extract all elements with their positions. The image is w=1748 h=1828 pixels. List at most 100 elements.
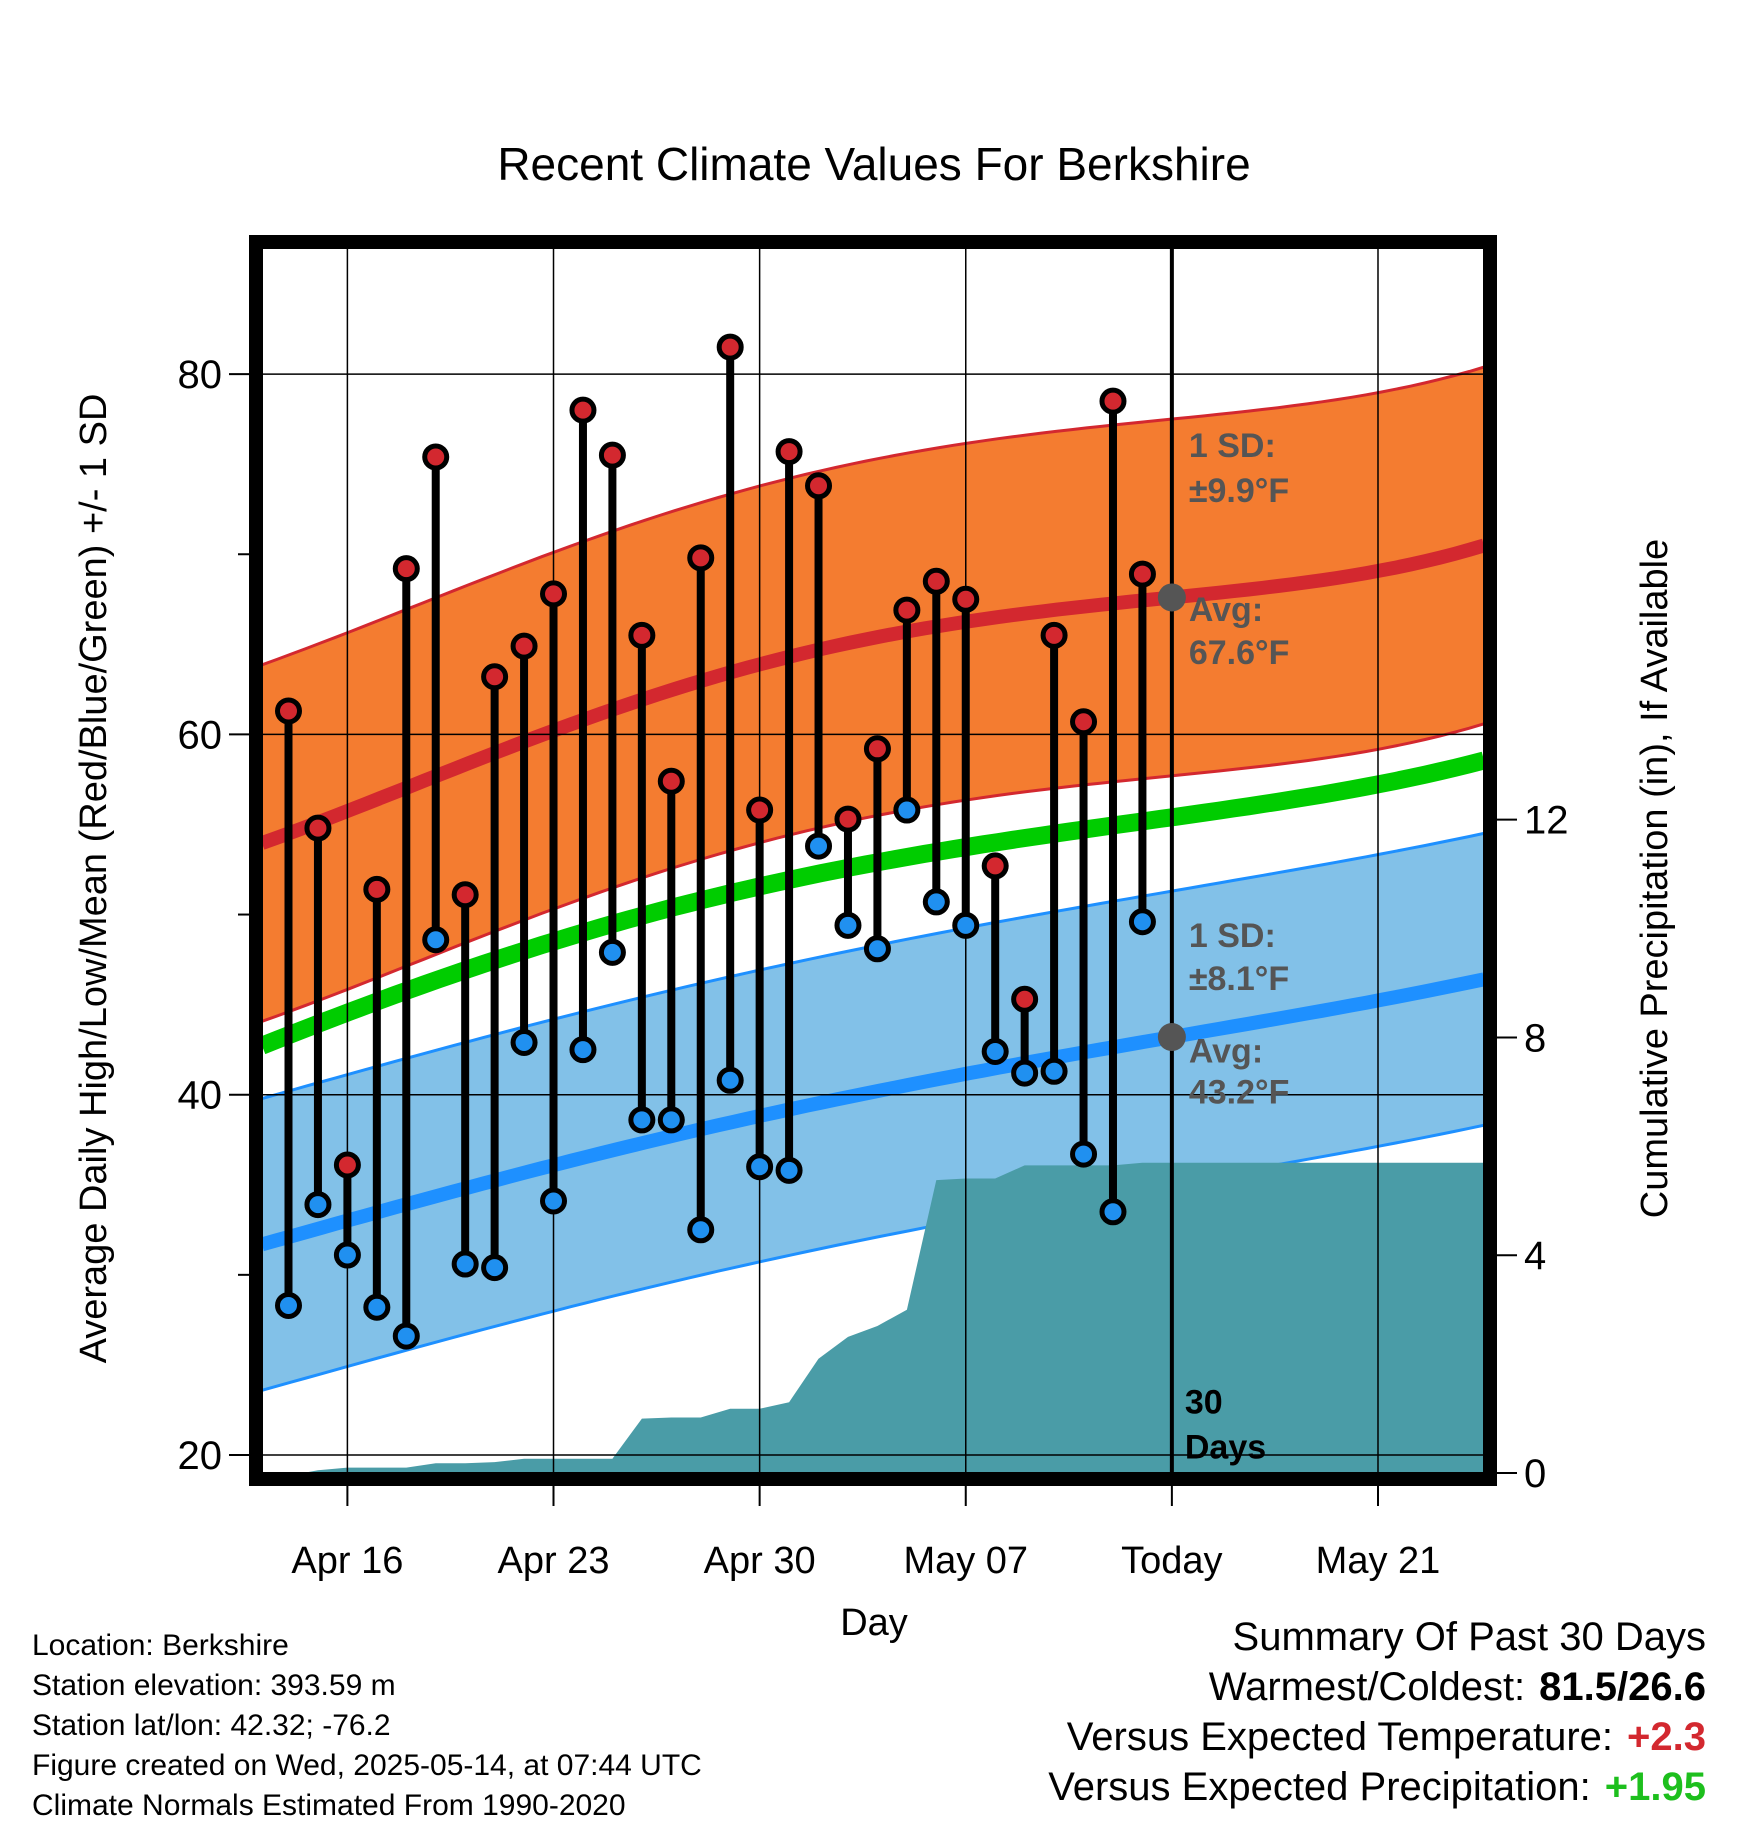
low-avg-value: 43.2°F xyxy=(1189,1074,1290,1112)
high-avg-line xyxy=(262,538,1484,850)
station-info: Location: Berkshire Station elevation: 3… xyxy=(32,1626,702,1826)
daily-low-marker xyxy=(540,1187,568,1215)
daily-low-marker xyxy=(657,1106,685,1134)
precip-value: +1.95 xyxy=(1604,1765,1706,1809)
daily-low-marker xyxy=(510,1028,538,1056)
daily-high-marker xyxy=(598,441,626,469)
summary-row-precip: Versus Expected Precipitation: +1.95 xyxy=(1048,1762,1706,1812)
daily-low-marker xyxy=(1128,908,1156,936)
daily-high-marker xyxy=(981,852,1009,880)
daily-low-marker xyxy=(863,935,891,963)
daily-high-marker xyxy=(716,333,744,361)
daily-high-marker xyxy=(1128,560,1156,588)
daily-high-marker xyxy=(569,396,597,424)
daily-low-marker xyxy=(422,926,450,954)
daily-high-marker xyxy=(392,555,420,583)
plot-frame xyxy=(249,235,1497,1486)
y-tick-label: 80 xyxy=(178,353,223,397)
daily-low-marker xyxy=(1099,1198,1127,1226)
today-high-avg-marker xyxy=(1157,583,1186,612)
warmest-coldest-label: Warmest/Coldest: xyxy=(1208,1665,1526,1709)
daily-high-marker xyxy=(540,580,568,608)
daily-low-marker xyxy=(1040,1057,1068,1085)
summary-heading: Summary Of Past 30 Days xyxy=(1232,1615,1706,1659)
x-tick-label: May 07 xyxy=(903,1540,1028,1582)
days-count-number: 30 xyxy=(1185,1384,1223,1422)
daily-low-marker xyxy=(304,1191,332,1219)
high-sd-band xyxy=(262,367,1484,1022)
daily-low-marker xyxy=(1011,1059,1039,1087)
summary-row-minmax: Warmest/Coldest: 81.5/26.6 xyxy=(1048,1662,1706,1712)
daily-high-marker xyxy=(922,567,950,595)
daily-high-marker xyxy=(481,663,509,691)
daily-low-marker xyxy=(834,911,862,939)
daily-high-marker xyxy=(687,544,715,572)
daily-low-marker xyxy=(598,938,626,966)
daily-low-marker xyxy=(922,888,950,916)
daily-high-marker xyxy=(657,767,685,795)
daily-low-marker xyxy=(805,832,833,860)
daily-high-marker xyxy=(952,585,980,613)
daily-low-marker xyxy=(333,1241,361,1269)
high-avg-label: Avg: xyxy=(1189,591,1263,629)
daily-high-marker xyxy=(1099,387,1127,415)
precip-area xyxy=(267,1162,1484,1473)
days-count-word: Days xyxy=(1185,1429,1266,1467)
daily-high-marker xyxy=(834,805,862,833)
x-tick-label: Apr 30 xyxy=(704,1540,816,1582)
summary-row-temp: Versus Expected Temperature: +2.3 xyxy=(1048,1712,1706,1762)
y-tick-label: 20 xyxy=(178,1434,223,1478)
daily-low-marker xyxy=(1070,1140,1098,1168)
daily-high-marker xyxy=(422,443,450,471)
daily-low-marker xyxy=(981,1037,1009,1065)
daily-high-marker xyxy=(1011,985,1039,1013)
high-sd-label: 1 SD: xyxy=(1189,427,1276,465)
created-text: Figure created on Wed, 2025-05-14, at 07… xyxy=(32,1749,702,1782)
daily-low-marker xyxy=(952,911,980,939)
daily-low-marker xyxy=(363,1293,391,1321)
daily-high-marker xyxy=(333,1151,361,1179)
normals-text: Climate Normals Estimated From 1990-2020 xyxy=(32,1789,626,1822)
daily-low-marker xyxy=(392,1322,420,1350)
low-sd-label: 1 SD: xyxy=(1189,917,1276,955)
temp-value: +2.3 xyxy=(1627,1715,1706,1759)
daily-low-marker xyxy=(451,1250,479,1278)
low-sd-band xyxy=(262,833,1484,1391)
high-sd-upper-edge xyxy=(262,365,1484,667)
daily-low-marker xyxy=(775,1156,803,1184)
daily-high-marker xyxy=(1040,621,1068,649)
daily-high-marker xyxy=(275,697,303,725)
daily-high-marker xyxy=(805,472,833,500)
plot-area xyxy=(262,365,1484,1473)
y-tick-label: 40 xyxy=(178,1074,223,1118)
low-avg-label: Avg: xyxy=(1189,1032,1263,1070)
location-text: Location: Berkshire xyxy=(32,1629,289,1662)
low-sd-value: ±8.1°F xyxy=(1189,960,1289,998)
daily-high-marker xyxy=(893,596,921,624)
daily-low-marker xyxy=(275,1291,303,1319)
x-tick-label: Apr 23 xyxy=(498,1540,610,1582)
x-axis-title: Day xyxy=(840,1602,908,1644)
y-tick-label: 60 xyxy=(178,713,223,757)
daily-low-marker xyxy=(628,1106,656,1134)
elevation-text: Station elevation: 393.59 m xyxy=(32,1669,396,1702)
daily-low-marker xyxy=(687,1216,715,1244)
x-tick-label: Apr 16 xyxy=(291,1540,403,1582)
y2-tick-label: 8 xyxy=(1524,1016,1546,1060)
daily-high-marker xyxy=(628,621,656,649)
y2-tick-label: 0 xyxy=(1524,1452,1546,1496)
daily-high-marker xyxy=(363,875,391,903)
y-axis-title: Average Daily High/Low/Mean (Red/Blue/Gr… xyxy=(73,394,115,1364)
daily-high-marker xyxy=(451,881,479,909)
daily-high-marker xyxy=(510,632,538,660)
plot-overlay: 1 SD: ±9.9°F Avg: 67.6°F 1 SD: ±8.1°F Avg: 43.2… xyxy=(178,235,1569,1582)
daily-high-marker xyxy=(304,814,332,842)
high-avg-value: 67.6°F xyxy=(1189,634,1290,672)
daily-low-marker xyxy=(746,1153,774,1181)
y2-tick-label: 12 xyxy=(1524,799,1569,843)
daily-low-marker xyxy=(481,1254,509,1282)
daily-high-marker xyxy=(1070,708,1098,736)
x-tick-label: Today xyxy=(1121,1540,1222,1582)
temp-label: Versus Expected Temperature: xyxy=(1066,1715,1614,1759)
